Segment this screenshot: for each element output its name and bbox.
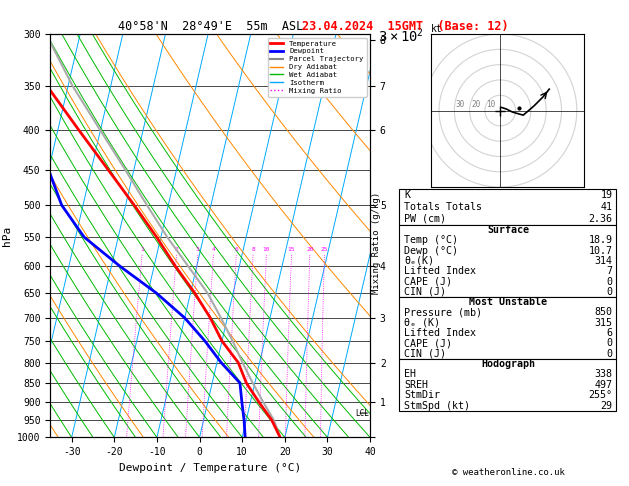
Text: CAPE (J): CAPE (J) [404, 277, 452, 287]
Text: CIN (J): CIN (J) [404, 287, 447, 297]
Text: 8: 8 [251, 247, 255, 252]
Text: kt: kt [431, 24, 443, 34]
Text: 10: 10 [486, 100, 496, 109]
Text: 4: 4 [211, 247, 215, 252]
Title: 40°58'N  28°49'E  55m  ASL: 40°58'N 28°49'E 55m ASL [118, 20, 303, 33]
Text: Surface: Surface [487, 225, 529, 235]
Text: 23.04.2024  15GMT  (Base: 12): 23.04.2024 15GMT (Base: 12) [303, 20, 509, 34]
Text: 497: 497 [594, 380, 613, 390]
Text: Lifted Index: Lifted Index [404, 266, 476, 276]
Y-axis label: hPa: hPa [1, 226, 11, 246]
Text: 30: 30 [456, 100, 465, 109]
Text: 1: 1 [140, 247, 144, 252]
Text: 29: 29 [601, 401, 613, 411]
Text: 255°: 255° [589, 390, 613, 400]
Text: LCL: LCL [355, 409, 369, 417]
Text: © weatheronline.co.uk: © weatheronline.co.uk [452, 468, 565, 477]
Text: Temp (°C): Temp (°C) [404, 235, 459, 245]
Legend: Temperature, Dewpoint, Parcel Trajectory, Dry Adiabat, Wet Adiabat, Isotherm, Mi: Temperature, Dewpoint, Parcel Trajectory… [267, 37, 367, 97]
Text: 2: 2 [175, 247, 179, 252]
Text: StmDir: StmDir [404, 390, 440, 400]
Text: 0: 0 [606, 338, 613, 348]
Text: PW (cm): PW (cm) [404, 214, 447, 224]
Text: Hodograph: Hodograph [481, 359, 535, 369]
Text: 15: 15 [287, 247, 295, 252]
Text: CAPE (J): CAPE (J) [404, 338, 452, 348]
Text: 20: 20 [306, 247, 314, 252]
Text: Pressure (mb): Pressure (mb) [404, 307, 482, 317]
Text: CIN (J): CIN (J) [404, 348, 447, 359]
Text: 10: 10 [263, 247, 270, 252]
Text: 25: 25 [321, 247, 328, 252]
Text: 338: 338 [594, 369, 613, 380]
Text: EH: EH [404, 369, 416, 380]
X-axis label: Dewpoint / Temperature (°C): Dewpoint / Temperature (°C) [119, 463, 301, 473]
Text: 0: 0 [606, 348, 613, 359]
Text: StmSpd (kt): StmSpd (kt) [404, 401, 470, 411]
Text: 0: 0 [606, 277, 613, 287]
Text: 6: 6 [606, 328, 613, 338]
Text: SREH: SREH [404, 380, 428, 390]
Text: 2.36: 2.36 [589, 214, 613, 224]
Text: 0: 0 [606, 287, 613, 297]
Text: 6: 6 [235, 247, 238, 252]
Text: Totals Totals: Totals Totals [404, 202, 482, 212]
Text: θₑ (K): θₑ (K) [404, 318, 440, 328]
Text: Dewp (°C): Dewp (°C) [404, 246, 459, 256]
Text: 850: 850 [594, 307, 613, 317]
Text: 41: 41 [601, 202, 613, 212]
Text: 315: 315 [594, 318, 613, 328]
Y-axis label: km
ASL: km ASL [426, 227, 448, 244]
Text: 3: 3 [196, 247, 199, 252]
Text: 19: 19 [601, 190, 613, 200]
Text: 20: 20 [471, 100, 481, 109]
Text: 10.7: 10.7 [589, 246, 613, 256]
Text: Most Unstable: Most Unstable [469, 297, 547, 307]
Text: 7: 7 [606, 266, 613, 276]
Text: Lifted Index: Lifted Index [404, 328, 476, 338]
Text: 314: 314 [594, 256, 613, 266]
Text: θₑ(K): θₑ(K) [404, 256, 435, 266]
Text: Mixing Ratio (g/kg): Mixing Ratio (g/kg) [372, 192, 381, 294]
Text: 18.9: 18.9 [589, 235, 613, 245]
Text: K: K [404, 190, 411, 200]
